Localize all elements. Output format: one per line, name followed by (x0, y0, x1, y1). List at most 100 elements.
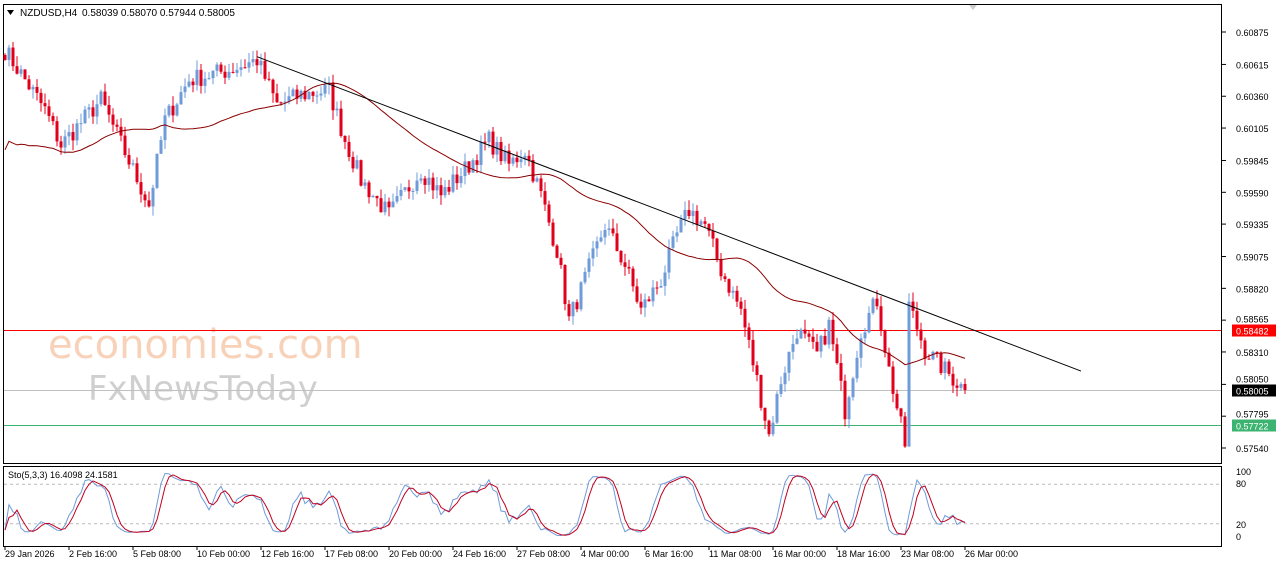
candle-body (687, 210, 691, 216)
price-label: 0.57722 (1236, 422, 1269, 432)
candle-body (475, 160, 479, 165)
candle-body (403, 187, 407, 190)
candle-body (723, 276, 727, 280)
moving-average-line (4, 82, 966, 366)
candle-body (747, 327, 751, 340)
stochastic-label: Sto(5,3,3) 16.4098 24.1581 (8, 470, 118, 480)
candle-body (519, 159, 523, 163)
candle-body (535, 178, 539, 182)
candle-body (595, 241, 599, 249)
candle-body (479, 141, 483, 165)
candle-body (911, 301, 915, 311)
candle-body (287, 96, 291, 102)
candle-body (251, 59, 255, 63)
candle-body (187, 81, 191, 87)
candle-body (547, 204, 551, 223)
candle-body (19, 69, 23, 74)
candle-body (671, 236, 675, 248)
candle-body (407, 187, 411, 192)
candle-body (827, 319, 831, 345)
x-tick-label: 24 Feb 16:00 (453, 549, 506, 559)
candle-body (835, 344, 839, 364)
candle-body (183, 86, 187, 93)
stochastic-main-line (4, 472, 966, 537)
candle-body (635, 286, 639, 302)
candle-body (291, 89, 295, 97)
candle-body (339, 108, 343, 136)
candle-body (211, 70, 215, 79)
candle-body (399, 189, 403, 197)
y-tick-label: 0.58310 (1236, 348, 1269, 358)
candle-body (523, 155, 527, 160)
x-tick-label: 20 Feb 00:00 (389, 549, 442, 559)
candle-body (563, 265, 567, 305)
candle-body (515, 157, 519, 163)
candle-body (279, 102, 283, 104)
candle-body (799, 329, 803, 339)
candle-body (243, 67, 247, 69)
candle-body (231, 71, 235, 73)
trendline[interactable] (256, 56, 1082, 372)
x-tick-label: 4 Mar 00:00 (581, 549, 629, 559)
candle-body (283, 101, 287, 103)
candle-body (63, 136, 67, 148)
x-tick-label: 12 Feb 16:00 (261, 549, 314, 559)
candle-body (195, 69, 199, 86)
candle-body (927, 358, 931, 360)
candle-body (619, 251, 623, 263)
candle-body (391, 201, 395, 208)
indicator-frame (3, 466, 1222, 547)
candle-body (3, 54, 7, 60)
candle-body (27, 79, 31, 90)
candle-body (631, 268, 635, 287)
candle-body (819, 335, 823, 352)
candle-body (423, 178, 427, 185)
candle-body (959, 383, 963, 388)
candle-body (331, 82, 335, 111)
candle-body (639, 301, 643, 308)
y-tick-label: 0.60105 (1236, 124, 1269, 134)
candle-body (91, 107, 95, 117)
candle-body (371, 195, 375, 198)
candle-body (903, 416, 907, 447)
y-tick-label: 0.59845 (1236, 156, 1269, 166)
candle-body (315, 95, 319, 97)
candle-body (655, 287, 659, 289)
candle-body (587, 258, 591, 272)
candle-body (831, 319, 835, 345)
candle-body (107, 104, 111, 115)
candle-body (51, 116, 55, 122)
candle-body (179, 92, 183, 105)
scroll-marker-icon[interactable] (969, 5, 977, 10)
collapse-triangle-icon[interactable] (7, 10, 14, 15)
x-tick-label: 6 Mar 16:00 (645, 549, 693, 559)
price-label-box (1232, 324, 1276, 337)
candle-body (311, 91, 315, 96)
candle-body (603, 229, 607, 238)
stochastic-level-label: 0 (1236, 532, 1241, 542)
price-label: 0.58482 (1236, 327, 1269, 337)
candle-body (703, 221, 707, 224)
candle-body (811, 336, 815, 342)
candle-body (343, 135, 347, 142)
candle-body (235, 69, 239, 73)
candle-body (935, 351, 939, 353)
candle-body (763, 407, 767, 421)
candle-body (887, 352, 891, 367)
x-tick-label: 17 Feb 08:00 (325, 549, 378, 559)
x-tick-label: 2 Feb 16:00 (69, 549, 117, 559)
candle-body (823, 335, 827, 345)
candle-body (491, 131, 495, 155)
candle-body (711, 230, 715, 239)
candle-body (963, 383, 967, 390)
candle-body (899, 408, 903, 417)
candle-body (675, 232, 679, 237)
candle-body (875, 298, 879, 307)
x-tick-label: 29 Jan 2026 (5, 549, 55, 559)
candle-body (227, 71, 231, 78)
candle-body (583, 271, 587, 283)
candle-body (735, 290, 739, 302)
candle-body (459, 176, 463, 184)
candle-body (503, 150, 507, 162)
